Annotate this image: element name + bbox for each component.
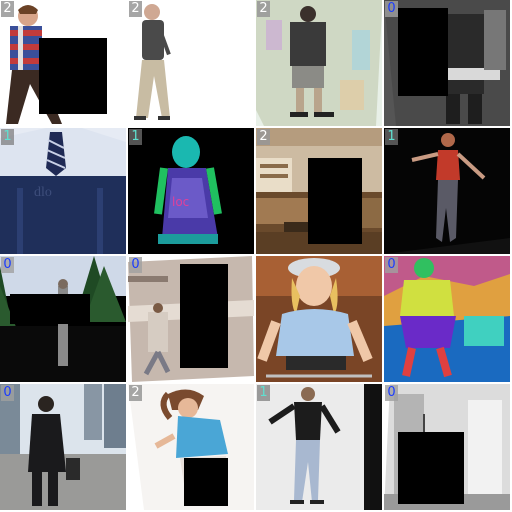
occlusion-box: [184, 458, 228, 506]
occlusion-box: [39, 38, 107, 114]
occlusion-box: [10, 294, 90, 324]
tile-9: 0: [0, 256, 128, 384]
tile-3: 2: [256, 0, 384, 128]
girl-blue-top-photo: [128, 384, 254, 510]
tile-12: 0: [384, 256, 512, 384]
svg-text:dlo: dlo: [34, 185, 52, 200]
class-label: 0: [1, 385, 14, 401]
false-color-woman-photo: loc: [128, 128, 254, 254]
class-label: 0: [385, 1, 398, 17]
occlusion-box: [398, 432, 464, 504]
class-label: 1: [1, 129, 14, 145]
tile-16: 0: [384, 384, 512, 512]
tile-10: 0: [128, 256, 256, 384]
class-label: 0: [385, 385, 398, 401]
noisy-woman-photo: [256, 0, 382, 126]
tile-5: dlo 1: [0, 128, 128, 256]
3d-man-photo: [256, 384, 382, 510]
occlusion-box: [180, 264, 228, 368]
occlusion-box: [308, 158, 362, 244]
3d-woman-photo: [384, 128, 510, 254]
class-label: 1: [385, 129, 398, 145]
tile-4: 0: [384, 0, 512, 128]
tile-6: loc 1: [128, 128, 256, 256]
city-businessman-photo: [0, 384, 126, 510]
class-label: 0: [1, 257, 14, 273]
class-label: 0: [129, 257, 142, 273]
tile-14: 2: [128, 384, 256, 512]
class-label: 2: [1, 1, 14, 17]
tile-2: 2: [128, 0, 256, 128]
cyclist-woman-photo: [256, 256, 382, 382]
tile-13: 0: [0, 384, 128, 512]
tile-15: 1: [256, 384, 384, 512]
false-color-outdoor-photo: [384, 256, 510, 382]
tile-7: 2: [256, 128, 384, 256]
svg-text:loc: loc: [172, 195, 189, 209]
class-label: 2: [129, 1, 142, 17]
class-label: 2: [129, 385, 142, 401]
tile-11: [256, 256, 384, 384]
occlusion-box: [398, 8, 448, 96]
tile-1: 2: [0, 0, 128, 128]
tile-8: 1: [384, 128, 512, 256]
class-label: 2: [257, 1, 270, 17]
man-with-tie-photo: dlo: [0, 128, 126, 254]
class-label: 2: [257, 129, 270, 145]
walking-man-photo: [128, 0, 254, 126]
class-label: 0: [385, 257, 398, 273]
class-label: 1: [129, 129, 142, 145]
class-label: 1: [257, 385, 270, 401]
